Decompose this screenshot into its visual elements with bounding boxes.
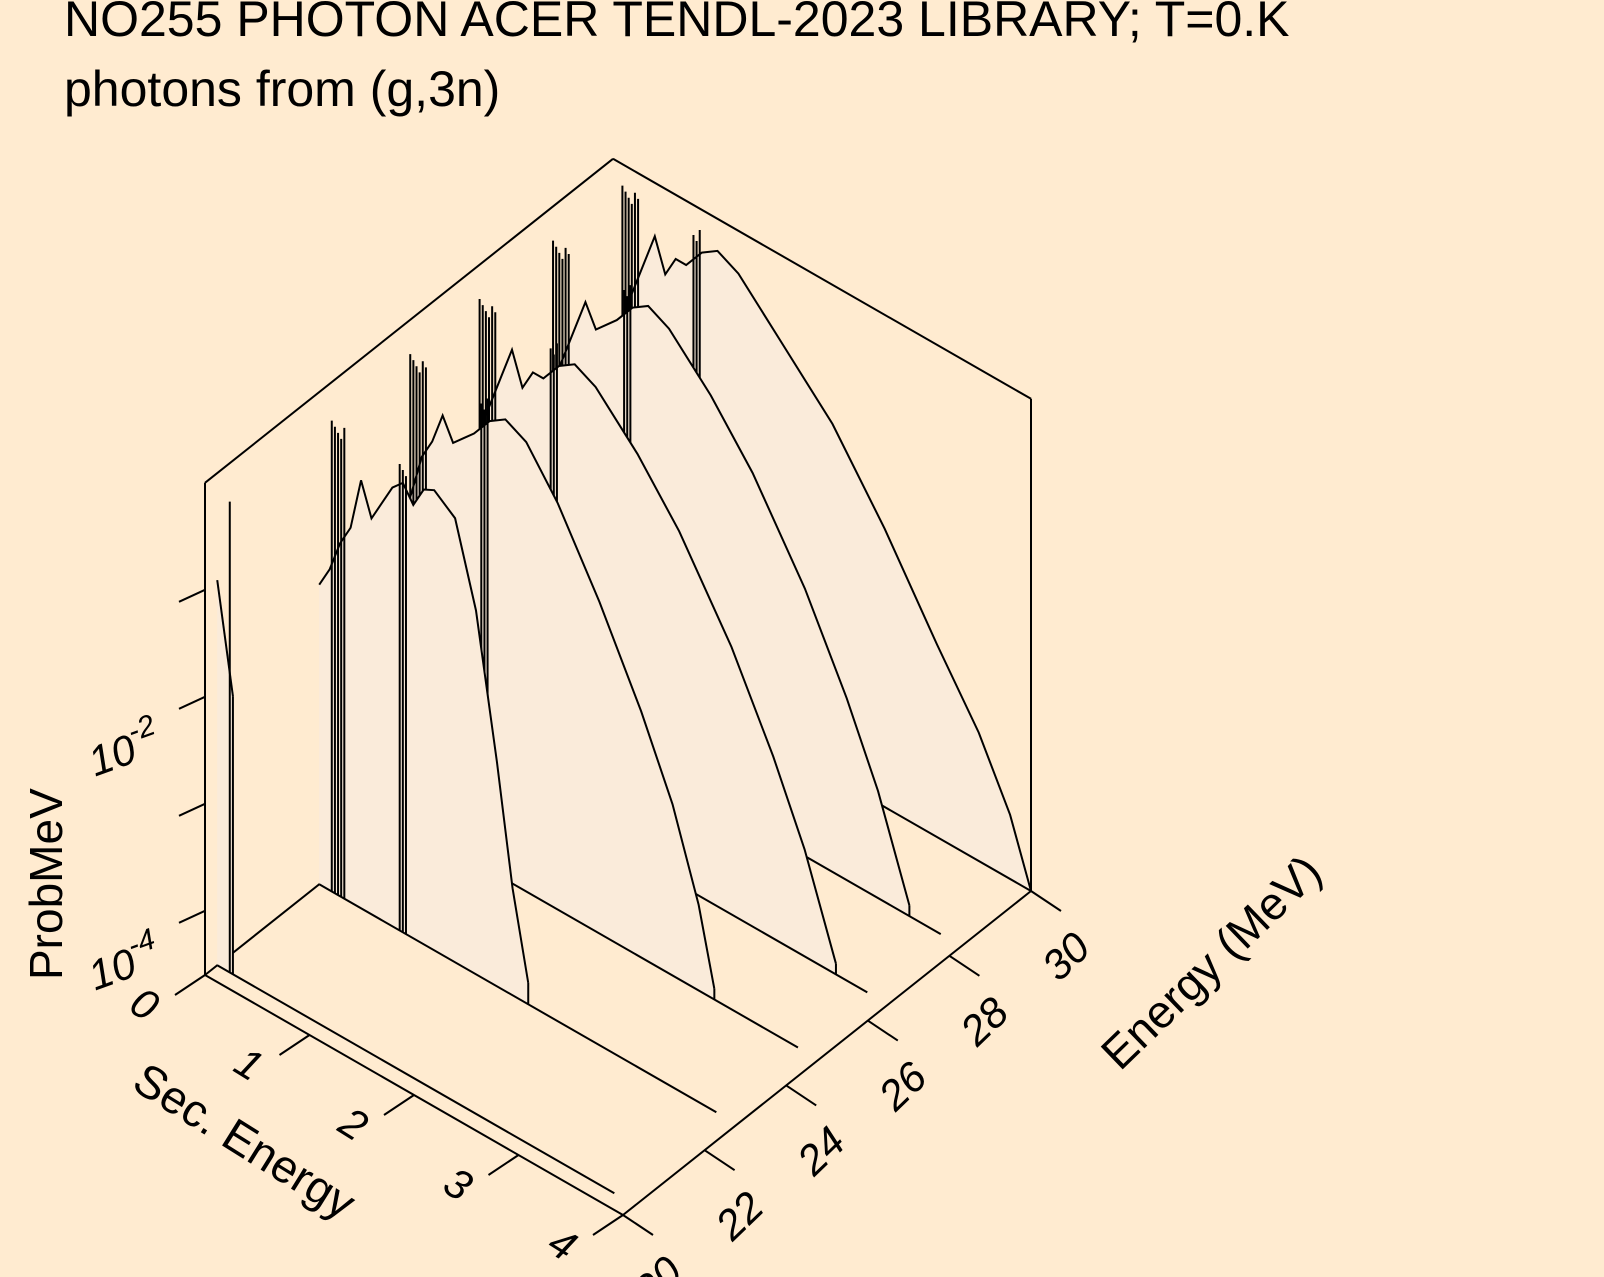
chart-subtitle: photons from (g,3n) [64, 61, 500, 117]
z-axis-title: ProbMeV [20, 788, 72, 980]
y-tick [1030, 890, 1062, 912]
x-tick [592, 1214, 624, 1236]
chart-title: NO255 PHOTON ACER TENDL-2023 LIBRARY; T=… [64, 0, 1290, 47]
spectrum-baseline [318, 883, 717, 1114]
y-tick [785, 1084, 817, 1107]
spectrum-20.3 [216, 501, 615, 1195]
x-tick [278, 1034, 311, 1056]
frame-edge-y [622, 890, 1032, 1216]
spectrum-22.8 [318, 420, 717, 1114]
x-tick [174, 974, 206, 996]
spectrum-fill [470, 349, 836, 975]
frame-edge-right-top [612, 157, 1032, 400]
x-tick [383, 1094, 415, 1116]
spectrum-curve [399, 412, 716, 989]
z-tick [178, 802, 206, 817]
spectrum-fill [613, 236, 1031, 892]
y-tick [704, 1149, 736, 1172]
frame-edge-back-top [204, 158, 614, 484]
y-tick [948, 954, 980, 977]
spectra-group [216, 185, 1032, 1195]
spectrum-curve [612, 233, 1032, 892]
y-tick [622, 1214, 654, 1236]
spectrum-baseline [216, 964, 615, 1195]
x-tick [487, 1154, 520, 1176]
z-tick [178, 909, 206, 924]
z-tick [178, 695, 206, 710]
spectrum-curve [469, 346, 837, 964]
spectrum-curve [542, 299, 911, 906]
z-tick [178, 588, 206, 603]
y-tick [867, 1019, 899, 1042]
